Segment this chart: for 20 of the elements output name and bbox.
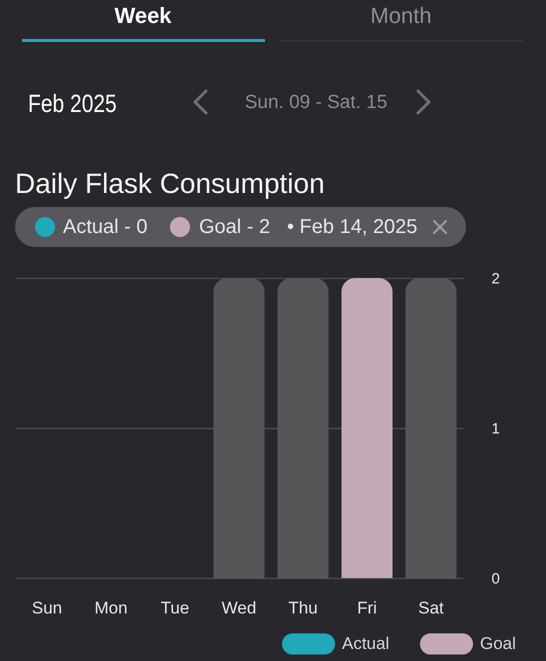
x-tick-label: Sun	[32, 598, 62, 618]
y-tick-label: 0	[492, 570, 500, 588]
text: Sun. 09 - Sat. 15	[244, 92, 388, 113]
text: • Feb 14, 2025	[287, 216, 418, 238]
text: Week	[114, 3, 172, 28]
x-tick-label: Thu	[288, 598, 318, 618]
legend-label: Actual	[342, 634, 390, 653]
x-tick-label: Mon	[94, 598, 128, 618]
chart-title: Daily Flask Consumption	[15, 168, 325, 199]
x-tick-label: Sat	[418, 598, 444, 618]
x-tick-label: Tue	[160, 598, 190, 618]
x-tick-label: Fri	[357, 598, 377, 618]
text: Month	[370, 3, 432, 28]
legend-label: Goal	[480, 634, 516, 653]
text: Feb 2025	[28, 90, 117, 118]
text: Actual - 0	[63, 216, 148, 238]
y-tick-label: 2	[492, 270, 500, 288]
y-tick-label: 1	[492, 420, 500, 438]
text: Goal - 2	[199, 216, 270, 238]
x-tick-label: Wed	[222, 598, 256, 618]
